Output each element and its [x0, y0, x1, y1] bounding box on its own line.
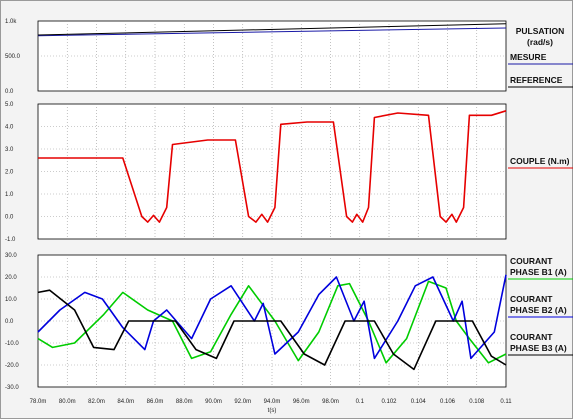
y-tick-label: 5.0	[5, 102, 14, 108]
legend-label: COURANT	[510, 332, 553, 342]
legend-label: PHASE B3 (A)	[510, 343, 567, 353]
y-tick-label: -30.0	[5, 385, 19, 391]
y-tick-label: 1.0k	[5, 19, 17, 25]
legend-label: MESURE	[510, 52, 547, 62]
y-tick-label: -1.0	[5, 237, 16, 243]
legend-label: PULSATION	[516, 26, 564, 36]
y-tick-label: 10.0	[5, 297, 17, 303]
x-tick-label: 80.0m	[59, 399, 76, 405]
y-tick-label: 0.0	[5, 215, 14, 221]
legend-label: REFERENCE	[510, 75, 563, 85]
series-line-courant-phase-b1-a-	[37, 280, 507, 364]
y-tick-label: 30.0	[5, 253, 17, 259]
x-tick-label: 96.0m	[293, 399, 310, 405]
legend-label: (rad/s)	[527, 37, 553, 47]
y-tick-label: 1.0	[5, 192, 14, 198]
y-tick-label: 20.0	[5, 275, 17, 281]
x-tick-label: 0.11	[500, 399, 512, 405]
x-tick-label: 90.0m	[205, 399, 222, 405]
x-tick-label: 98.0m	[322, 399, 339, 405]
y-tick-label: 500.0	[5, 54, 21, 60]
x-tick-label: 0.1	[356, 399, 365, 405]
series-line-courant-phase-b2-a-	[37, 274, 507, 360]
series-line-reference	[37, 23, 507, 36]
y-tick-label: 0.0	[5, 89, 14, 95]
legend-label: COURANT	[510, 256, 553, 266]
x-tick-label: 88.0m	[176, 399, 193, 405]
x-tick-label: 82.0m	[88, 399, 105, 405]
series-line-mesure	[37, 27, 507, 37]
x-tick-label: 78.0m	[30, 399, 47, 405]
series-line-couple-n-m-	[38, 110, 507, 223]
y-tick-label: -10.0	[5, 341, 19, 347]
x-tick-label: 84.0m	[117, 399, 134, 405]
x-tick-label: 0.104	[411, 399, 427, 405]
legend-label: COURANT	[510, 294, 553, 304]
legend-label: PHASE B1 (A)	[510, 267, 567, 277]
x-tick-label: 0.108	[469, 399, 485, 405]
y-tick-label: 3.0	[5, 147, 14, 153]
x-tick-label: 86.0m	[147, 399, 164, 405]
legend-label: COUPLE (N.m)	[510, 156, 570, 166]
x-tick-label: 0.102	[381, 399, 397, 405]
x-tick-label: 92.0m	[234, 399, 251, 405]
y-tick-label: 2.0	[5, 170, 14, 176]
y-tick-label: 0.0	[5, 319, 14, 325]
x-axis-label: t(s)	[268, 408, 277, 414]
series-line-courant-phase-b3-a-	[37, 289, 507, 371]
y-tick-label: -20.0	[5, 363, 19, 369]
y-tick-label: 4.0	[5, 125, 14, 131]
legend-label: PHASE B2 (A)	[510, 305, 567, 315]
x-tick-label: 0.106	[440, 399, 456, 405]
x-tick-label: 94.0m	[264, 399, 281, 405]
